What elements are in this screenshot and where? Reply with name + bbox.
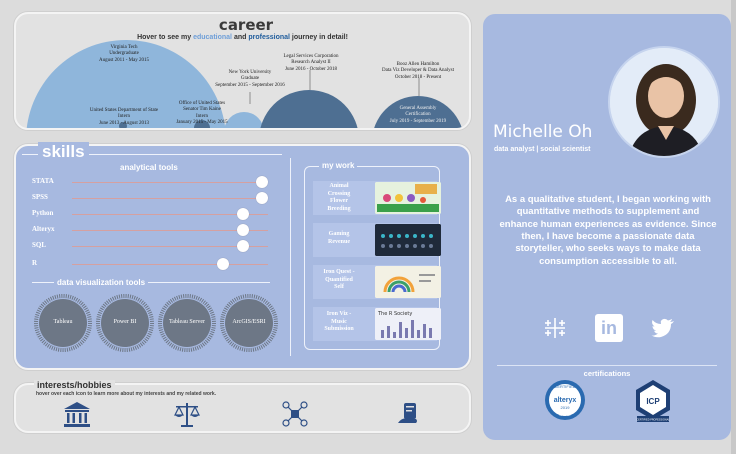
work-item-iron-viz[interactable]: Iron Viz - Music Submission The R Society	[313, 307, 441, 341]
work-label: Iron Quest - Quantified Self	[323, 269, 355, 290]
alteryx-badge[interactable]: CERTIFIED alteryx 2019 CORE	[543, 376, 587, 426]
career-bubble-senate[interactable]	[194, 120, 210, 130]
work-thumb-iron-quest	[375, 266, 441, 298]
career-label-lsc: Legal Services Corporation Research Analy…	[283, 54, 339, 72]
interests-panel: interests/hobbies hover over each icon t…	[14, 380, 471, 433]
work-thumb-animal-crossing	[375, 182, 441, 214]
tool-level-dot[interactable]	[256, 192, 269, 204]
tool-level-dot[interactable]	[256, 176, 269, 188]
career-bubble-state-dept[interactable]	[119, 122, 127, 130]
analytical-tools-title: analytical tools	[120, 163, 178, 172]
tool-track	[72, 198, 268, 199]
scales-of-justice-icon[interactable]	[172, 399, 202, 429]
twitter-icon[interactable]	[649, 314, 677, 342]
profile-roles: data analyst | social scientist	[494, 146, 591, 153]
alteryx-badge-year-text: 2019	[561, 405, 571, 410]
career-label-senate: Office of United States Senator Tim Kaine…	[176, 101, 228, 125]
career-bubble-lsc[interactable]	[259, 90, 359, 130]
career-label-state-dept: United States Department of State Intern J…	[89, 108, 159, 126]
profile-photo	[608, 46, 720, 158]
tool-track	[72, 182, 268, 183]
work-item-iron-quest[interactable]: Iron Quest - Quantified Self	[313, 265, 441, 299]
profile-panel: Michelle Oh data analyst | social scient…	[483, 14, 731, 440]
gauge-label: Power BI	[113, 319, 137, 325]
icp-badge[interactable]: ICP CERTIFIED PROFESSIONAL	[631, 376, 675, 426]
gauge-tableau-server[interactable]: Tableau Server	[158, 294, 216, 352]
skills-divider-top	[22, 154, 282, 364]
gauge-power-bi[interactable]: Power BI	[96, 294, 154, 352]
tool-row-python: Python	[32, 208, 268, 220]
alteryx-badge-top-text: CERTIFIED	[554, 384, 575, 389]
my-work-box: my work Animal Crossing Flower Breeding Gam…	[304, 161, 441, 350]
tool-name: Python	[32, 209, 54, 217]
work-thumb-iron-viz: The R Society	[375, 308, 441, 340]
career-bubble-booz[interactable]	[372, 96, 464, 130]
tool-level-dot[interactable]	[236, 208, 249, 220]
career-bubble-virginia-tech[interactable]	[26, 40, 226, 130]
tool-name: R	[32, 259, 38, 267]
interests-subtitle: hover over each icon to learn more about…	[36, 391, 217, 397]
cert-divider	[497, 365, 717, 366]
icp-badge-text: ICP	[646, 397, 660, 406]
work-thumb-gaming-revenue	[375, 224, 441, 256]
tool-row-stata: STATA	[32, 176, 269, 188]
profile-name: Michelle Oh	[493, 122, 593, 142]
career-label-ga: General Assembly Certification July 2019 -…	[389, 106, 447, 124]
career-bubble-nyu[interactable]	[224, 112, 264, 130]
viz-tools-title: data visualization tools	[54, 278, 149, 287]
gauge-label: ArcGIS/ESRI	[232, 319, 266, 325]
tool-level-dot[interactable]	[236, 240, 249, 252]
career-label-booz: Booz Allen Hamilton Data Viz Developer & …	[382, 62, 454, 80]
career-title: career	[206, 16, 286, 34]
tableau-icon[interactable]	[541, 314, 569, 342]
interests-title: interests/hobbies	[34, 380, 115, 390]
right-edge-strip	[731, 0, 736, 454]
tool-name: STATA	[32, 177, 54, 185]
puzzle-network-icon[interactable]	[280, 399, 310, 429]
work-label: Animal Crossing Flower Breeding	[327, 183, 351, 212]
tool-level-dot[interactable]	[236, 224, 249, 236]
icp-badge-sub-text: CERTIFIED PROFESSIONAL	[636, 419, 670, 422]
profile-bio: As a qualitative student, I began workin…	[499, 194, 717, 267]
thumb-title: The R Society	[377, 311, 412, 317]
tool-level-dot[interactable]	[216, 258, 229, 270]
work-item-gaming-revenue[interactable]: Gaming Revenue	[313, 223, 441, 257]
tool-row-spss: SPSS	[32, 192, 269, 204]
tool-track	[72, 230, 268, 231]
alteryx-badge-main-text: alteryx	[554, 397, 577, 404]
career-panel: career Hover to see my educational and p…	[14, 12, 471, 130]
alteryx-badge-bottom-text: CORE	[559, 412, 571, 417]
certifications-title: certifications	[583, 369, 631, 378]
skills-panel: skills analytical tools STATA SPSS Pytho…	[14, 142, 471, 370]
work-label: Iron Viz - Music Submission	[324, 311, 354, 332]
linkedin-icon[interactable]: in	[595, 314, 623, 342]
career-bubbles	[26, 40, 464, 130]
tool-row-r: R	[32, 258, 268, 270]
tool-track	[72, 214, 268, 215]
gauge-arcgis[interactable]: ArcGIS/ESRI	[220, 294, 278, 352]
museum-icon[interactable]	[62, 399, 92, 429]
career-label-nyu: New York University Graduate September 201…	[215, 70, 285, 88]
career-label-virginia-tech: Virginia Tech Undergraduate August 2011 - …	[98, 45, 150, 63]
gauge-tableau[interactable]: Tableau	[34, 294, 92, 352]
gauge-label: Tableau Server	[168, 319, 206, 325]
tool-track	[72, 246, 268, 247]
work-label: Gaming Revenue	[328, 231, 350, 245]
gauge-label: Tableau	[53, 319, 73, 325]
tool-row-sql: SQL	[32, 240, 268, 252]
my-work-title: my work	[319, 161, 358, 170]
viz-divider	[32, 282, 270, 283]
tool-row-alteryx: Alteryx	[32, 224, 268, 236]
tool-name: SQL	[32, 241, 47, 249]
career-hover-hint: Hover to see my educational and professi…	[137, 34, 348, 41]
tool-name: Alteryx	[32, 225, 55, 233]
work-item-animal-crossing[interactable]: Animal Crossing Flower Breeding	[313, 181, 441, 215]
tool-name: SPSS	[32, 193, 48, 201]
book-hand-icon[interactable]	[394, 399, 424, 429]
tool-track	[72, 264, 268, 265]
skills-divider-vertical	[290, 158, 291, 356]
skills-title: skills	[38, 142, 89, 162]
